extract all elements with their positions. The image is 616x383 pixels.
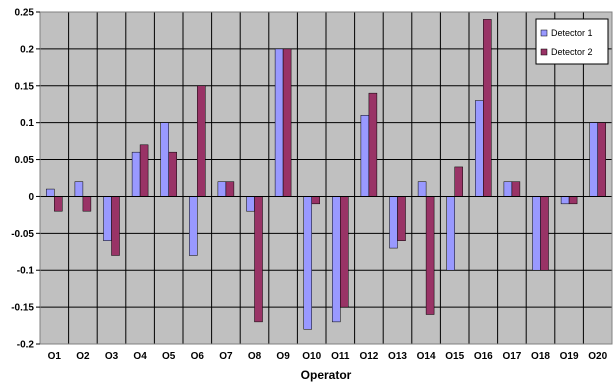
x-axis-ticks: O1 O2 O3 O4 O5 O6 O7 O8 O9 O10 O11 O12 O13 O14 O15 O16 O…	[48, 351, 608, 362]
x-tick-label: O8	[248, 351, 262, 362]
x-tick-label: O1	[48, 351, 62, 362]
x-tick-label: O6	[191, 351, 205, 362]
x-tick-label: O7	[219, 351, 233, 362]
bar-o6-series-1	[189, 196, 198, 256]
bar-o11-series-1	[332, 196, 341, 323]
y-tick-label: -0.2	[17, 340, 35, 351]
bar-o4-series-1	[131, 151, 141, 197]
bar-o6-series-2	[197, 85, 206, 197]
y-tick-label: 0.15	[15, 81, 35, 92]
y-axis-ticks: 0.25 0.2 0.15 0.1 0.05 0 -0.05 -0.1 -0.15 -0.2	[11, 8, 40, 351]
x-tick-label: O12	[359, 351, 378, 362]
x-tick-label: O5	[162, 351, 176, 362]
x-axis-title: Operator	[301, 368, 352, 382]
bar-o9-series-2	[282, 48, 292, 197]
bar-o5-series-2	[168, 151, 177, 197]
x-tick-label: O16	[474, 351, 493, 362]
bar-o4-series-2	[139, 144, 149, 197]
x-tick-label: O20	[588, 351, 607, 362]
gridlines	[39, 11, 613, 345]
bar-o5-series-1	[160, 122, 169, 197]
plot-border	[39, 11, 613, 345]
bar-o14-series-2	[425, 196, 435, 315]
y-tick-label: -0.15	[11, 303, 34, 314]
bar-o17-series-2	[511, 181, 521, 197]
legend-box	[535, 18, 609, 65]
x-tick-label: O11	[331, 351, 350, 362]
y-tick-label: 0.1	[20, 118, 34, 129]
bar-o20-series-2	[597, 122, 606, 197]
y-tick-label: 0.2	[20, 44, 34, 55]
bar-o1-series-2	[54, 196, 63, 212]
bar-o7-series-1	[217, 181, 227, 197]
bar-o3-series-1	[103, 196, 112, 241]
x-tick-label: O15	[445, 351, 464, 362]
legend-swatch-detector-1	[540, 29, 548, 37]
bar-o2-series-1	[74, 181, 84, 197]
x-tick-label: O2	[76, 351, 90, 362]
x-tick-label: O10	[302, 351, 321, 362]
bar-o7-series-2	[225, 181, 235, 197]
bar-o15-series-1	[446, 196, 455, 271]
x-tick-label: O18	[531, 351, 550, 362]
bar-o20-series-1	[589, 122, 598, 197]
bar-o15-series-2	[454, 166, 463, 197]
bar-o8-series-2	[254, 196, 263, 323]
bar-o10-series-1	[303, 196, 312, 330]
bar-series	[46, 19, 606, 330]
x-tick-label: O14	[417, 351, 436, 362]
y-tick-label: 0.05	[15, 155, 35, 166]
bar-o11-series-2	[340, 196, 349, 308]
x-tick-label: O13	[388, 351, 407, 362]
bar-o17-series-1	[503, 181, 513, 197]
bar-o12-series-1	[360, 115, 370, 197]
x-tick-label: O19	[560, 351, 579, 362]
bar-o14-series-1	[417, 181, 427, 197]
bar-o18-series-2	[540, 196, 549, 271]
x-tick-label: O4	[133, 351, 147, 362]
legend: Detector 1 Detector 2	[535, 18, 609, 65]
bar-o19-series-2	[568, 196, 578, 205]
bar-o19-series-1	[560, 196, 570, 205]
bar-o8-series-1	[246, 196, 255, 212]
x-tick-label: O9	[276, 351, 290, 362]
bar-o10-series-2	[311, 196, 320, 205]
y-tick-label: -0.05	[11, 229, 34, 240]
bar-o3-series-2	[111, 196, 120, 256]
y-tick-label: 0.25	[15, 8, 35, 19]
x-tick-label: O17	[502, 351, 521, 362]
legend-label-detector-2: Detector 2	[551, 47, 593, 57]
y-tick-label: 0	[28, 192, 34, 203]
bar-o1-series-1	[46, 188, 55, 197]
bar-o13-series-1	[389, 196, 398, 249]
bar-o9-series-1	[274, 48, 284, 197]
y-tick-label: -0.1	[17, 266, 35, 277]
bar-o13-series-2	[397, 196, 406, 241]
x-tick-label: O3	[105, 351, 119, 362]
bar-o16-series-1	[475, 100, 484, 197]
bar-o12-series-2	[368, 92, 378, 197]
legend-label-detector-1: Detector 1	[551, 28, 593, 38]
bar-o18-series-1	[532, 196, 541, 271]
bar-o2-series-2	[82, 196, 92, 212]
legend-swatch-detector-2	[540, 48, 548, 56]
bar-o16-series-2	[483, 19, 492, 197]
